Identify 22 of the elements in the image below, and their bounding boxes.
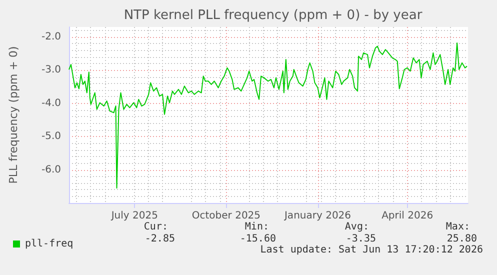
text: Max:: [446, 222, 470, 232]
text: -3.35: [346, 234, 376, 244]
text: Last update: Sat Jun 13 17:20:12 2026: [260, 244, 483, 256]
y-axis-title: PLL frequency (ppm + 0): [7, 46, 20, 184]
x-tick-label: July 2025: [110, 210, 158, 222]
y-tick-label: -5.0: [41, 131, 61, 142]
y-tick-label: -4.0: [41, 98, 61, 109]
y-tick-label: -2.0: [41, 31, 61, 42]
text: 25.80: [446, 234, 477, 244]
text: Min:: [244, 222, 269, 232]
line-series: [68, 42, 468, 189]
text: Cur:: [144, 222, 168, 232]
x-tick-label: October 2025: [192, 210, 261, 222]
text: -2.85: [144, 234, 175, 244]
x-tick-label: January 2026: [283, 210, 352, 222]
text: -15.60: [240, 234, 276, 244]
chart-title: NTP kernel PLL frequency (ppm + 0) - by year: [124, 8, 423, 23]
text: Avg:: [344, 222, 369, 232]
y-tick-label: -3.0: [41, 64, 61, 76]
legend-label: pll-freq: [25, 238, 74, 250]
y-tick-label: -6.0: [41, 164, 61, 176]
x-tick-label: April 2026: [382, 210, 434, 222]
